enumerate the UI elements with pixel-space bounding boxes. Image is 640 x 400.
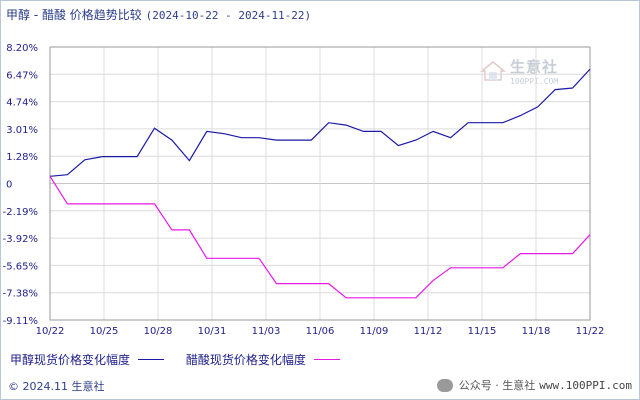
copyright: © 2024.11 生意社 <box>8 380 105 393</box>
y-tick-label: -3.92% <box>3 234 38 245</box>
plot-border <box>49 46 591 321</box>
x-tick-label: 10/31 <box>198 326 227 337</box>
legend-item-methanol: 甲醇现货价格变化幅度 <box>10 351 165 368</box>
footer-site: www.100PPI.com <box>539 378 632 392</box>
watermark-name: 生意社 <box>510 58 559 76</box>
x-tick-label: 11/09 <box>360 326 389 337</box>
x-tick-labels: 10/22 10/25 10/28 10/31 11/03 11/06 11/09 11/12… <box>36 326 605 337</box>
chart-title: 甲醇 - 醋酸 价格趋势比较 (2024-10-22 - 2024-11-22) <box>6 6 311 23</box>
series-acetic-line <box>49 175 591 299</box>
series-methanol-line <box>49 68 591 177</box>
y-tick-label: -2.19% <box>3 207 38 218</box>
footer-source: 公众号 · 生意社 www.100PPI.com <box>436 377 632 393</box>
y-tick-label: 1.28% <box>6 152 38 163</box>
legend-item-acetic: 醋酸现货价格变化幅度 <box>186 351 340 368</box>
x-tick-label: 11/03 <box>252 326 281 337</box>
watermark-site: 100PPI.COM <box>510 77 559 86</box>
watermark: 生意社 100PPI.COM <box>480 56 558 86</box>
legend-label-methanol: 甲醇现货价格变化幅度 <box>10 353 131 367</box>
wechat-account: 公众号 · 生意社 <box>458 379 536 392</box>
x-tick-label: 11/15 <box>468 326 497 337</box>
y-tick-label: 0 <box>6 180 12 191</box>
legend-label-acetic: 醋酸现货价格变化幅度 <box>185 353 306 367</box>
legend: 甲醇现货价格变化幅度 醋酸现货价格变化幅度 <box>10 351 358 368</box>
wechat-icon <box>436 378 453 392</box>
legend-swatch-methanol <box>138 359 165 360</box>
x-tick-label: 11/18 <box>522 326 551 337</box>
y-tick-label: 3.01% <box>6 125 38 136</box>
y-tick-label: -9.11% <box>3 316 38 327</box>
series-lines <box>49 68 591 299</box>
x-tick-label: 11/06 <box>306 326 335 337</box>
x-tick-label: 11/12 <box>414 326 443 337</box>
x-tick-label: 10/25 <box>90 326 119 337</box>
x-tick-label: 11/22 <box>576 326 605 337</box>
grid-lines <box>49 46 591 321</box>
legend-swatch-acetic <box>313 359 340 360</box>
title-text: 甲醇 - 醋酸 价格趋势比较 <box>6 8 142 22</box>
y-tick-label: 8.20% <box>6 43 38 54</box>
y-tick-label: 4.74% <box>6 98 38 109</box>
title-date-range: (2024-10-22 - 2024-11-22) <box>145 9 312 22</box>
y-tick-labels: 8.20% 6.47% 4.74% 3.01% 1.28% 0 -2.19% -3.92% -5… <box>3 43 38 327</box>
y-tick-label: -5.65% <box>3 261 38 272</box>
axes <box>49 46 591 321</box>
y-tick-label: 6.47% <box>6 70 38 81</box>
y-tick-label: -7.38% <box>3 289 38 300</box>
x-tick-label: 10/28 <box>144 326 173 337</box>
x-tick-label: 10/22 <box>36 326 65 337</box>
